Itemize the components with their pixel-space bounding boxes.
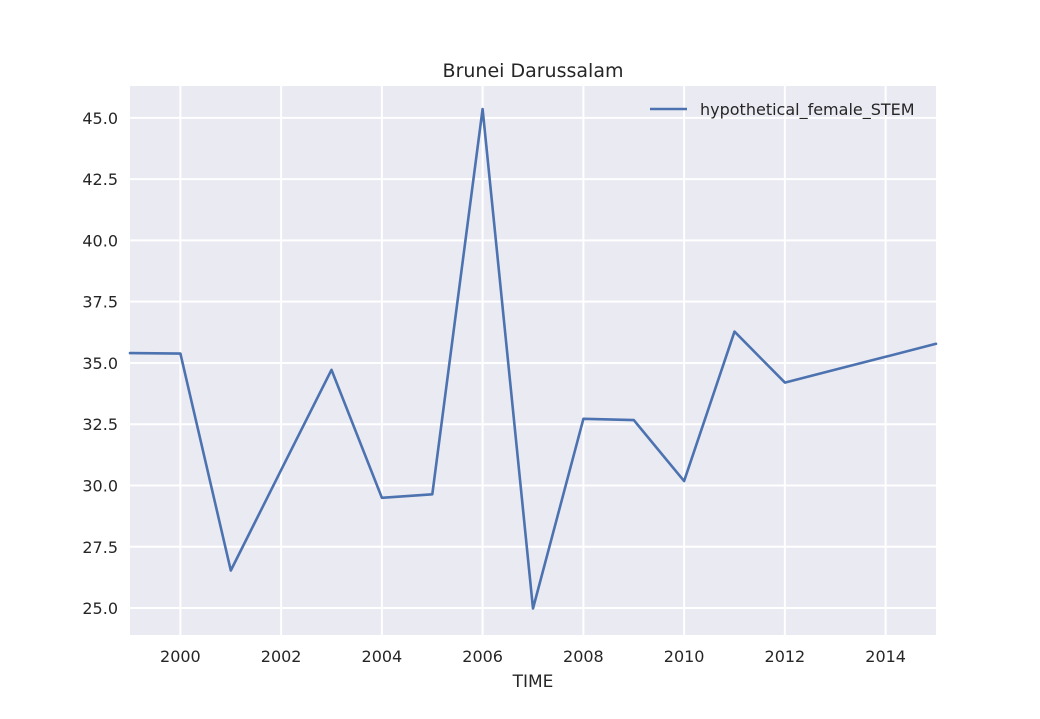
y-tick-label: 37.5 xyxy=(82,293,118,312)
x-tick-label: 2000 xyxy=(160,647,201,666)
x-tick-labels: 2000 2002 2004 2006 2008 2010 2012 2014 xyxy=(160,647,906,666)
x-axis-label: TIME xyxy=(512,672,554,692)
x-gridlines xyxy=(179,86,887,635)
x-tick-label: 2008 xyxy=(563,647,604,666)
series-layer xyxy=(128,107,938,610)
y-tick-label: 45.0 xyxy=(82,109,118,128)
legend-label: hypothetical_female_STEM xyxy=(700,100,915,120)
series-line xyxy=(128,107,938,610)
x-tick-label: 2012 xyxy=(765,647,806,666)
x-tick-label: 2014 xyxy=(865,647,906,666)
plot-background xyxy=(130,86,936,635)
x-tick-label: 2004 xyxy=(362,647,403,666)
x-tick-label: 2006 xyxy=(462,647,503,666)
y-tick-label: 27.5 xyxy=(82,538,118,557)
y-tick-label: 30.0 xyxy=(82,476,118,495)
legend: hypothetical_female_STEM xyxy=(650,100,915,120)
y-tick-labels: 25.0 27.5 30.0 32.5 35.0 37.5 40.0 42.5 45.0 xyxy=(82,109,118,618)
y-tick-label: 35.0 xyxy=(82,354,118,373)
y-tick-label: 32.5 xyxy=(82,415,118,434)
y-tick-label: 42.5 xyxy=(82,170,118,189)
y-tick-label: 25.0 xyxy=(82,599,118,618)
x-tick-label: 2002 xyxy=(261,647,302,666)
y-tick-label: 40.0 xyxy=(82,231,118,250)
chart-title: Brunei Darussalam xyxy=(443,60,624,82)
y-gridlines xyxy=(130,116,936,610)
x-tick-label: 2010 xyxy=(664,647,705,666)
